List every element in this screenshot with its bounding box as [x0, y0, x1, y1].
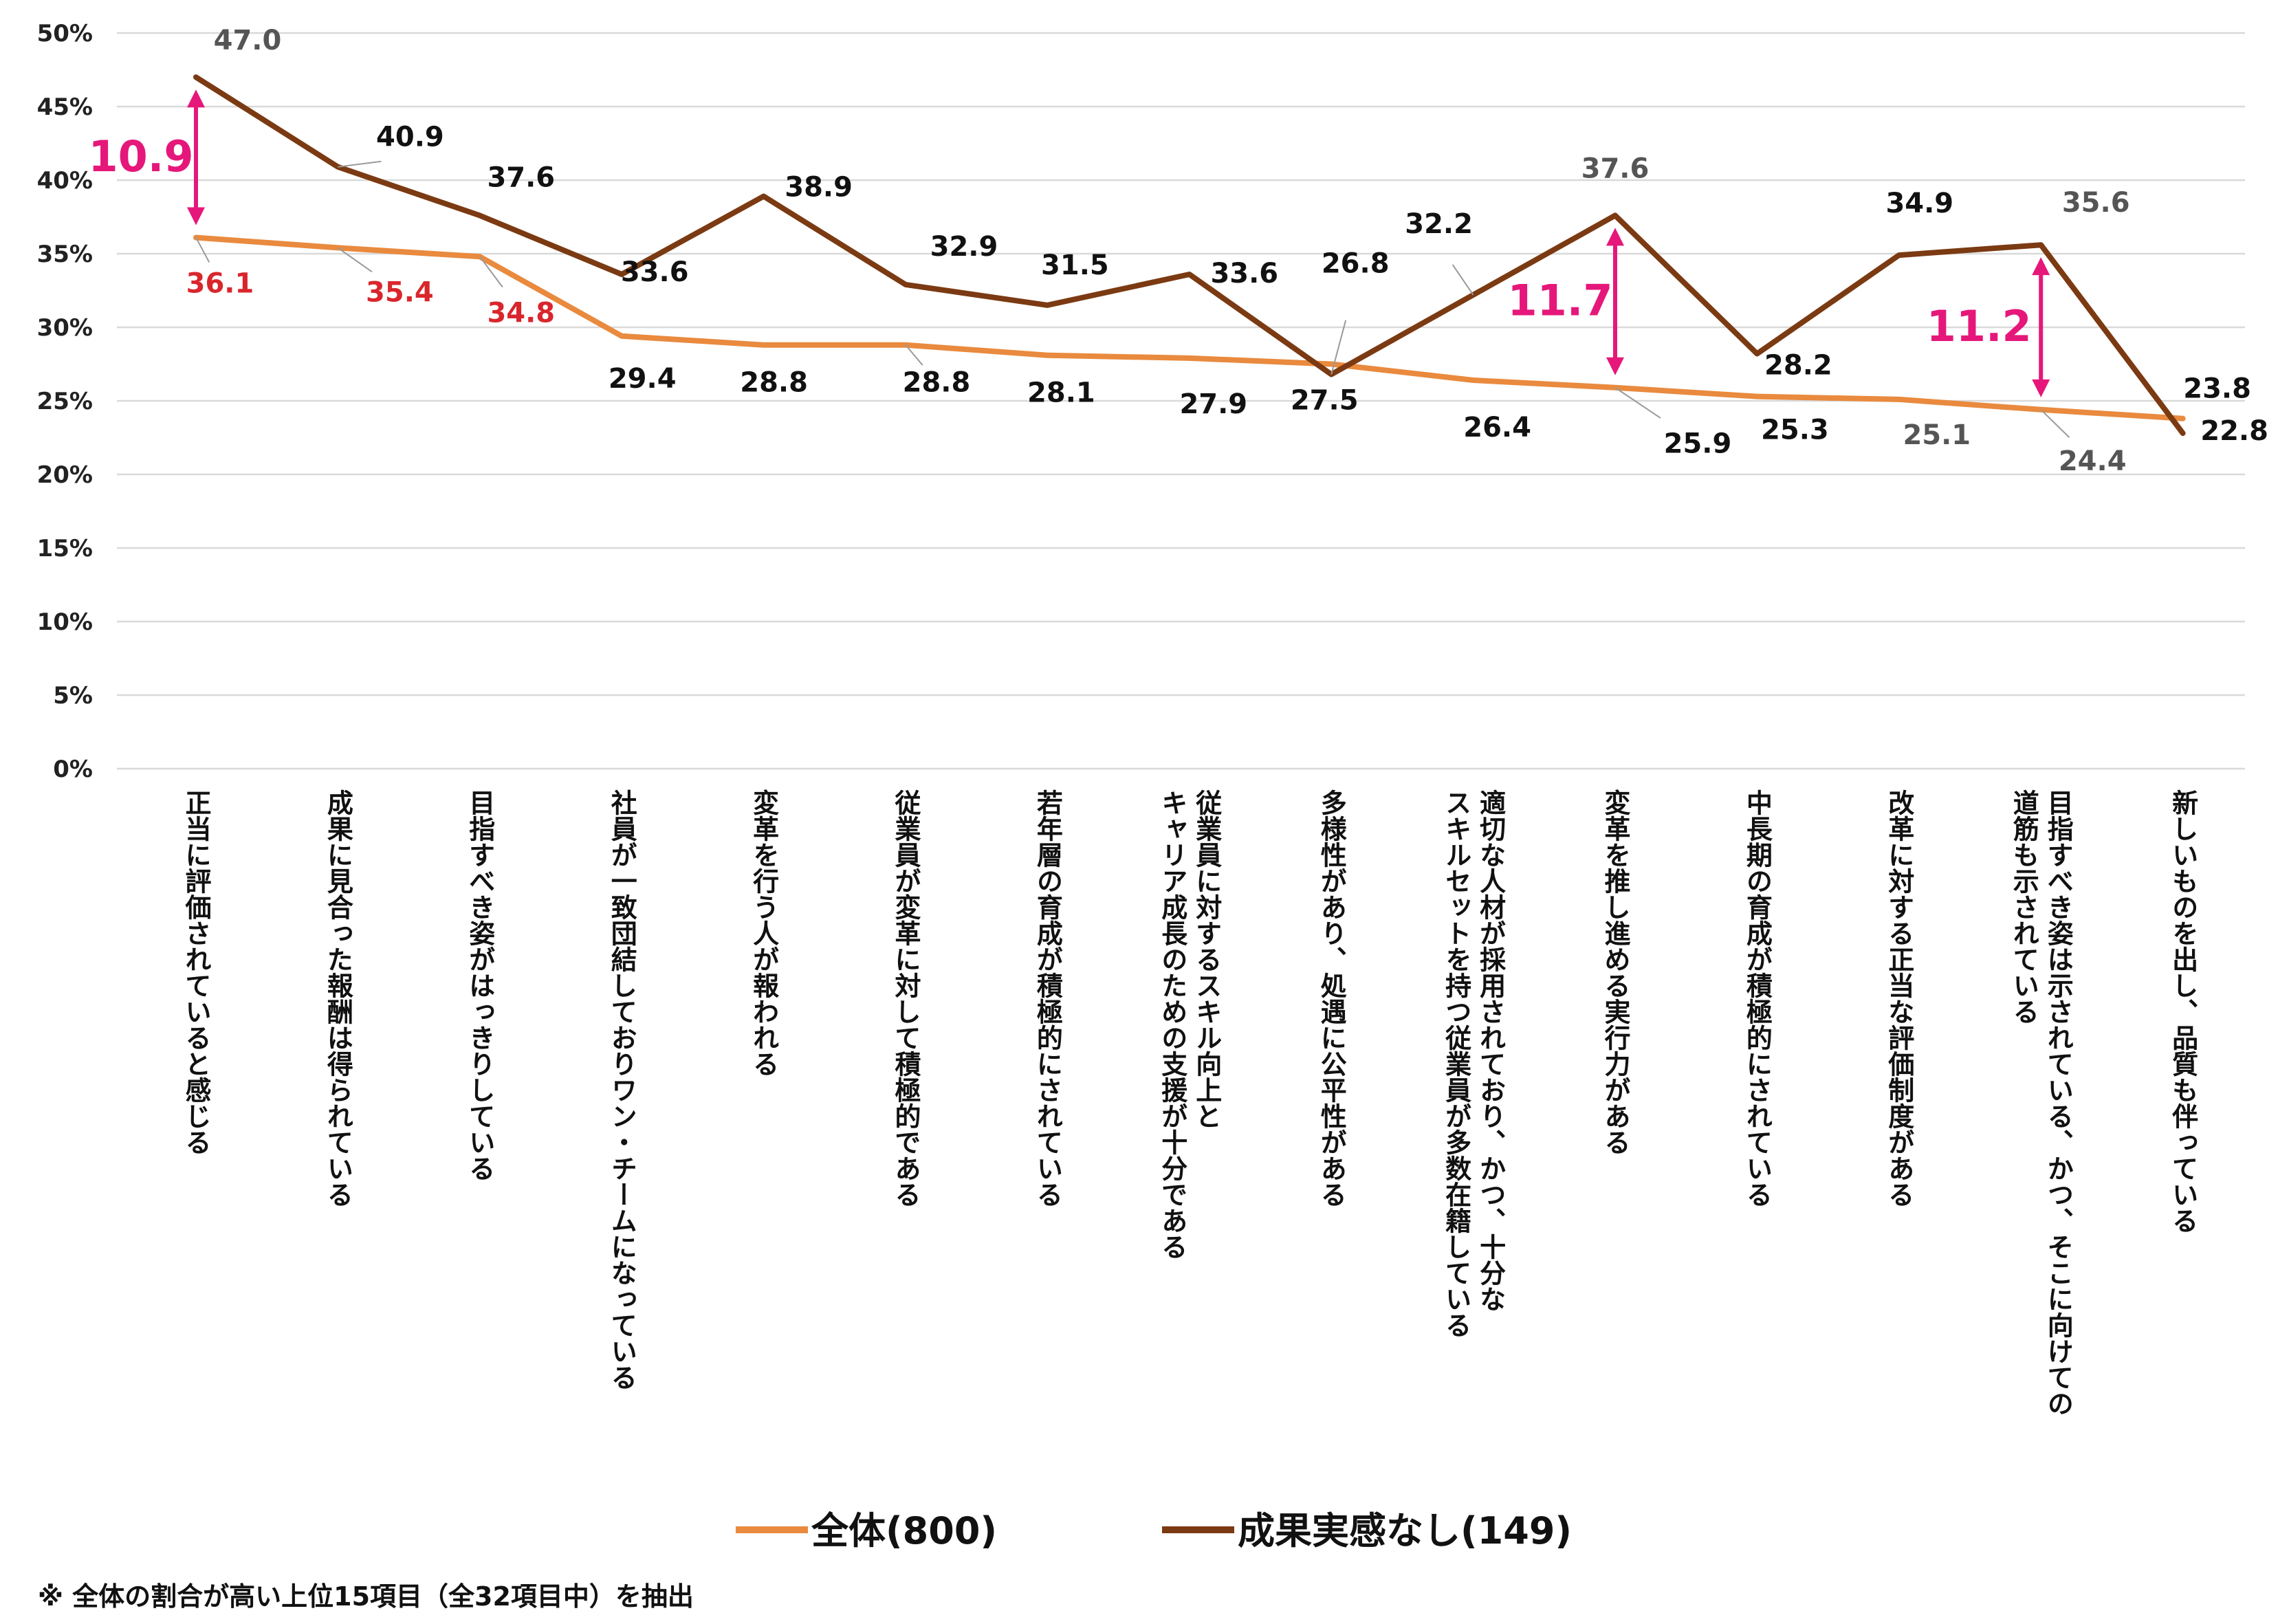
legend: 全体(800) 成果実感なし(149): [736, 1509, 1572, 1552]
y-tick-label: 30%: [37, 314, 93, 342]
data-label-series-2: 40.9: [376, 122, 444, 153]
y-tick-label: 0%: [53, 756, 93, 783]
data-label-series-1: 28.1: [1027, 377, 1095, 409]
x-axis: 正当に評価されていると感じる 成果に見合った報酬は得られている 目指すべき姿がはっき…: [181, 789, 2199, 1416]
category-label: 多様性があり、処遇に公平性がある: [1316, 789, 1346, 1207]
leader-line: [905, 344, 923, 366]
gap-label: 11.2: [1927, 301, 2032, 351]
y-tick-label: 50%: [37, 20, 93, 47]
category-label: 正当に評価されていると感じる: [181, 789, 212, 1155]
series-line-zentai: [193, 234, 2186, 421]
leader-line: [338, 160, 382, 168]
category-label: キャリア成長のための支援が十分である: [1157, 789, 1187, 1260]
data-label-series-2: 26.8: [1322, 248, 1390, 279]
category-label: 適切な人材が採用されており、かつ、十分な: [1476, 789, 1506, 1312]
data-label-series-2: 33.6: [1210, 258, 1278, 289]
data-label-series-2: 32.9: [930, 231, 998, 263]
gap-label: 10.9: [89, 131, 194, 182]
data-label-series-2: 47.0: [214, 25, 282, 56]
data-label-series-2: 37.6: [1581, 153, 1650, 184]
legend-label-series-1: 全体(800): [811, 1509, 997, 1552]
data-label-series-1: 27.5: [1291, 385, 1359, 417]
y-tick-label: 15%: [37, 535, 93, 562]
category-label: 新しいものを出し、品質も伴っている: [2168, 789, 2199, 1233]
grid-lines: [117, 32, 2245, 770]
data-label-series-2: 28.2: [1764, 350, 1832, 382]
category-label: 従業員に対するスキル向上と: [1192, 789, 1223, 1129]
leader-line: [337, 247, 373, 273]
data-label-series-2: 33.6: [621, 256, 689, 288]
data-label-series-1: 24.4: [2059, 446, 2127, 477]
gap-arrowhead-top: [2032, 257, 2050, 276]
data-label-series-1: 34.8: [487, 297, 555, 329]
series-lines: [193, 74, 2186, 437]
data-label-series-1: 28.8: [740, 367, 808, 399]
leader-line: [2040, 409, 2070, 438]
category-label: 社員が一致団結しておりワン・チームになっている: [606, 789, 637, 1390]
data-label-series-2: 35.6: [2062, 187, 2130, 219]
data-label-series-2: 32.2: [1405, 208, 1473, 240]
leader-line: [1452, 264, 1474, 296]
y-tick-label: 45%: [37, 94, 93, 121]
data-label-series-1: 36.1: [186, 267, 254, 299]
gap-arrowhead-bottom: [1606, 357, 1624, 375]
data-label-series-1: 25.3: [1761, 415, 1829, 446]
y-tick-label: 35%: [37, 241, 93, 268]
data-label-series-1: 26.4: [1463, 412, 1531, 443]
gap-arrowhead-top: [1606, 228, 1624, 246]
gap-arrowhead-top: [187, 89, 205, 108]
category-label: 改革に対する正当な評価制度がある: [1884, 789, 1915, 1207]
category-label: 目指すべき姿は示されている、かつ、そこに向けての: [2043, 789, 2073, 1416]
series-line-seika-jikkan-nashi: [193, 74, 2186, 437]
category-label: 変革を推し進める実行力がある: [1600, 789, 1630, 1155]
data-label-series-1: 35.4: [366, 276, 434, 308]
leader-line: [195, 237, 210, 263]
legend-label-series-2: 成果実感なし(149): [1238, 1509, 1572, 1552]
data-label-series-1: 27.9: [1179, 388, 1247, 420]
y-tick-label: 25%: [37, 388, 93, 415]
category-label: 若年層の育成が積極的にされている: [1032, 789, 1062, 1207]
data-label-series-2: 37.6: [487, 162, 555, 193]
leader-line: [1614, 386, 1661, 419]
category-label: 変革を行う人が報われる: [749, 789, 779, 1077]
category-label: 道筋も示されている: [2008, 789, 2039, 1024]
data-label-series-2: 34.9: [1885, 188, 1953, 219]
gap-arrowhead-bottom: [2032, 379, 2050, 397]
y-tick-label: 20%: [37, 461, 93, 489]
leader-line: [479, 256, 503, 288]
data-label-series-2: 31.5: [1041, 250, 1109, 281]
category-label: 従業員が変革に対して積極的である: [890, 789, 921, 1207]
category-label: 成果に見合った報酬は得られている: [322, 789, 353, 1207]
category-label: 目指すべき姿がはっきりしている: [465, 789, 495, 1181]
data-label-series-1: 25.1: [1903, 419, 1971, 451]
data-label-series-2: 22.8: [2200, 415, 2268, 447]
y-tick-label: 40%: [37, 167, 93, 195]
data-label-series-1: 28.8: [903, 367, 971, 399]
y-tick-label: 5%: [53, 682, 93, 710]
category-label: 中長期の育成が積極的にされている: [1742, 789, 1772, 1207]
gap-label: 11.7: [1508, 276, 1613, 326]
data-labels: 36.1 35.4 34.8 29.4 28.8 28.8 28.1 27.9 27.5 26.4…: [186, 25, 2268, 477]
data-label-series-1: 25.9: [1664, 428, 1732, 460]
category-label: スキルセットを持つ従業員が多数在籍している: [1441, 789, 1472, 1338]
data-label-series-1: 29.4: [609, 363, 677, 395]
y-axis: 0% 5% 10% 15% 20% 25% 30% 35% 40% 45% 50%: [37, 20, 93, 783]
data-label-series-2: 38.9: [785, 172, 853, 204]
leader-lines: [195, 160, 2070, 438]
gap-annotations: 10.9 11.7 11.2: [89, 89, 2050, 397]
y-tick-label: 10%: [37, 608, 93, 636]
gap-arrowhead-bottom: [187, 207, 205, 226]
data-label-series-1: 23.8: [2183, 373, 2251, 405]
footnote: ※ 全体の割合が高い上位15項目（全32項目中）を抽出: [38, 1581, 694, 1612]
leader-line: [1330, 320, 1347, 375]
